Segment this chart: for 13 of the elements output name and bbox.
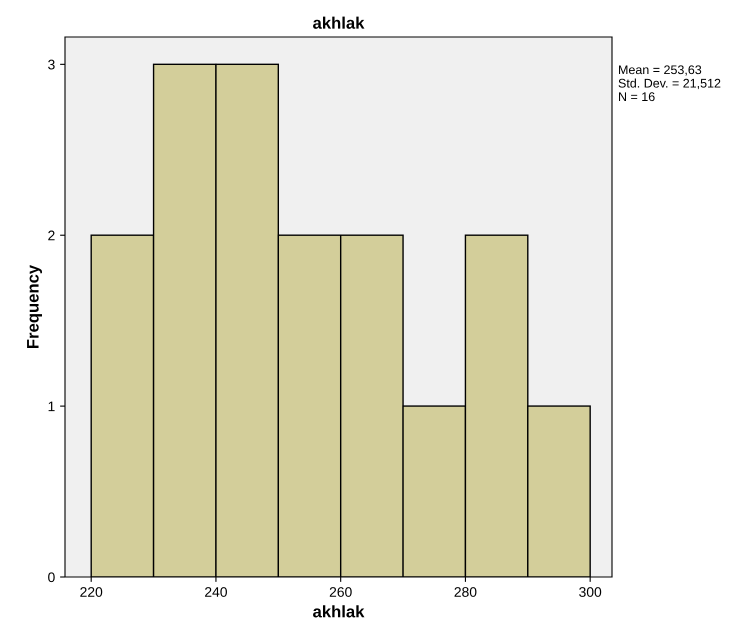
chart-title: akhlak: [313, 16, 364, 29]
y-tick-label: 3: [48, 60, 55, 70]
x-tick-label: 300: [579, 587, 602, 597]
y-tick-label: 2: [48, 230, 55, 240]
y-tick-label: 1: [48, 402, 55, 412]
x-tick-label: 260: [330, 587, 352, 597]
text: Mean = 253,63 Std. Dev. = 21,512 N = 16: [618, 65, 720, 102]
x-axis-title: akhlak: [313, 605, 364, 618]
y-tick-label: 0: [48, 572, 55, 582]
x-tick-label: 240: [205, 587, 227, 597]
x-tick-label: 280: [454, 587, 476, 597]
x-tick-label: 220: [80, 587, 102, 597]
y-axis-title: Frequency: [27, 264, 42, 348]
